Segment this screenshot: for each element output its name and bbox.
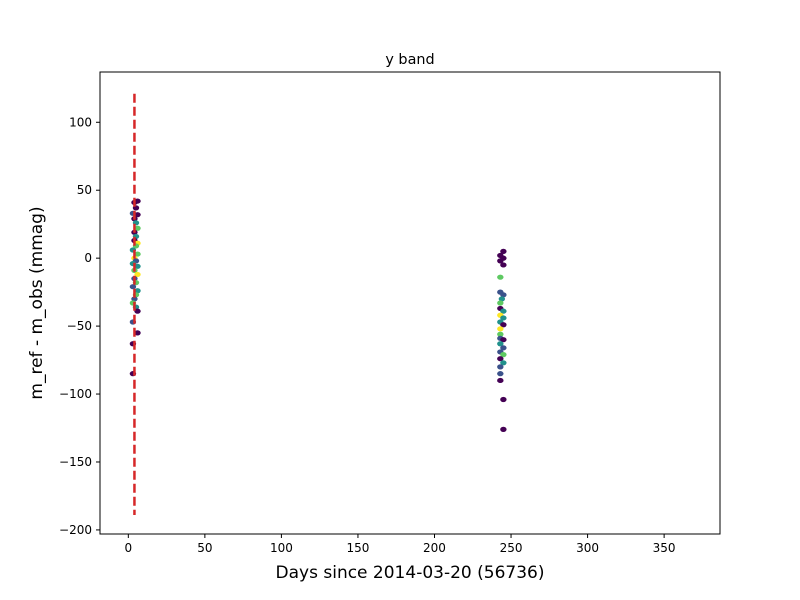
y-axis-label: m_ref - m_obs (mmag) (27, 206, 47, 399)
data-point (497, 331, 504, 337)
chart-title: y band (385, 52, 434, 68)
data-point (498, 296, 506, 302)
data-point (497, 371, 504, 377)
data-point (500, 262, 507, 268)
data-point (500, 292, 507, 298)
y-tick-label: −200 (59, 523, 92, 537)
data-point (134, 251, 141, 257)
y-tick-label: −50 (67, 319, 92, 333)
data-point (134, 288, 141, 294)
data-point (497, 300, 504, 306)
data-point (497, 364, 504, 370)
data-point (497, 341, 504, 347)
data-point (497, 356, 504, 362)
x-tick-label: 0 (125, 541, 133, 555)
x-tick-label: 150 (346, 541, 369, 555)
data-point (134, 198, 141, 204)
data-point (500, 337, 507, 343)
data-point (500, 315, 507, 321)
data-point (134, 271, 141, 278)
points-layer (129, 93, 507, 515)
y-tick-label: 0 (84, 251, 92, 265)
data-point (131, 296, 138, 302)
data-point (500, 248, 507, 254)
x-axis-label: Days since 2014-03-20 (56736) (276, 563, 545, 583)
x-tick-label: 100 (270, 541, 293, 555)
y-tick-label: 50 (77, 183, 92, 197)
data-point (500, 352, 507, 358)
y-tick-label: −150 (59, 455, 92, 469)
data-point (500, 426, 507, 432)
data-point (134, 225, 141, 231)
data-point (497, 326, 504, 332)
x-tick-label: 350 (653, 541, 676, 555)
data-point (500, 322, 507, 328)
data-point (500, 396, 507, 403)
data-point (134, 263, 141, 269)
axes-layer: 0 50 100 150 200 250 300 350 −200 −150 −100 −50 0 50 1… (59, 115, 676, 555)
data-point (134, 308, 141, 314)
y-tick-label: −100 (59, 387, 92, 401)
y-tick-label: 100 (69, 115, 92, 129)
data-point (134, 212, 141, 218)
x-tick-label: 50 (197, 541, 212, 555)
data-point (500, 345, 507, 351)
x-tick-label: 300 (576, 541, 599, 555)
data-point (497, 377, 504, 384)
data-point (134, 330, 141, 336)
x-tick-label: 200 (423, 541, 446, 555)
data-point (497, 258, 504, 264)
data-point (500, 308, 507, 314)
data-point (129, 284, 137, 290)
data-point (500, 360, 507, 366)
data-point (497, 274, 504, 280)
x-tick-label: 250 (500, 541, 523, 555)
plot-frame (99, 71, 721, 535)
